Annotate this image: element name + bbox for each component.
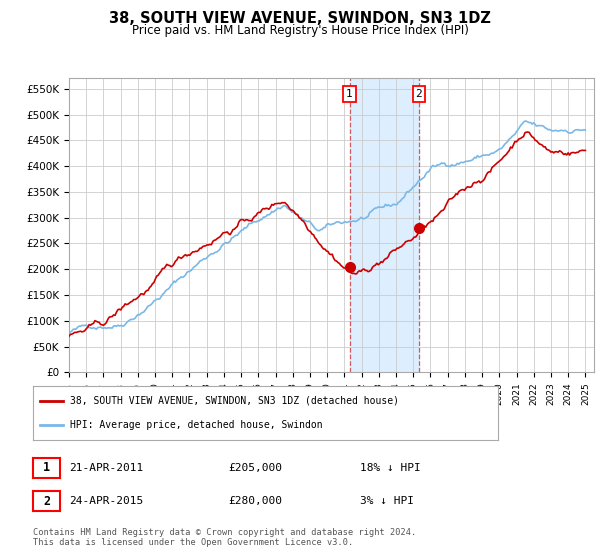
Text: 2: 2 bbox=[43, 494, 50, 508]
Text: 1: 1 bbox=[346, 89, 353, 99]
Text: 21-APR-2011: 21-APR-2011 bbox=[69, 463, 143, 473]
Text: 24-APR-2015: 24-APR-2015 bbox=[69, 496, 143, 506]
Bar bbox=[350, 78, 419, 372]
Text: £205,000: £205,000 bbox=[228, 463, 282, 473]
Text: 18% ↓ HPI: 18% ↓ HPI bbox=[360, 463, 421, 473]
Text: 38, SOUTH VIEW AVENUE, SWINDON, SN3 1DZ (detached house): 38, SOUTH VIEW AVENUE, SWINDON, SN3 1DZ … bbox=[70, 396, 399, 406]
Text: 3% ↓ HPI: 3% ↓ HPI bbox=[360, 496, 414, 506]
Text: 38, SOUTH VIEW AVENUE, SWINDON, SN3 1DZ: 38, SOUTH VIEW AVENUE, SWINDON, SN3 1DZ bbox=[109, 11, 491, 26]
Text: 1: 1 bbox=[43, 461, 50, 474]
Text: 2: 2 bbox=[416, 89, 422, 99]
Text: HPI: Average price, detached house, Swindon: HPI: Average price, detached house, Swin… bbox=[70, 420, 323, 430]
Text: Contains HM Land Registry data © Crown copyright and database right 2024.
This d: Contains HM Land Registry data © Crown c… bbox=[33, 528, 416, 547]
Text: £280,000: £280,000 bbox=[228, 496, 282, 506]
Text: Price paid vs. HM Land Registry's House Price Index (HPI): Price paid vs. HM Land Registry's House … bbox=[131, 24, 469, 36]
